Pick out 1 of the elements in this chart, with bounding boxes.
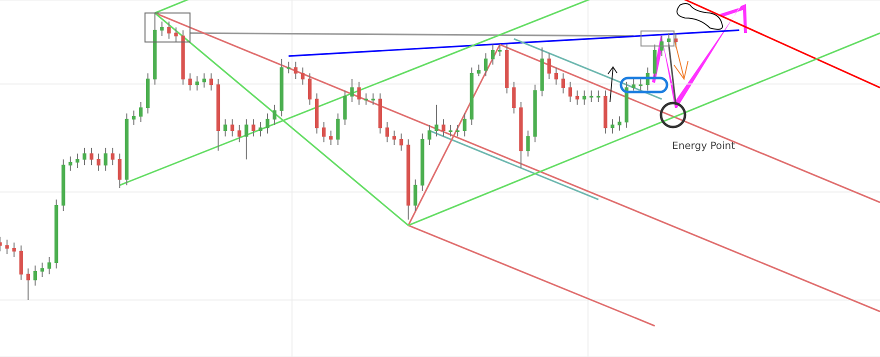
annotation: Energy Point (672, 141, 736, 152)
